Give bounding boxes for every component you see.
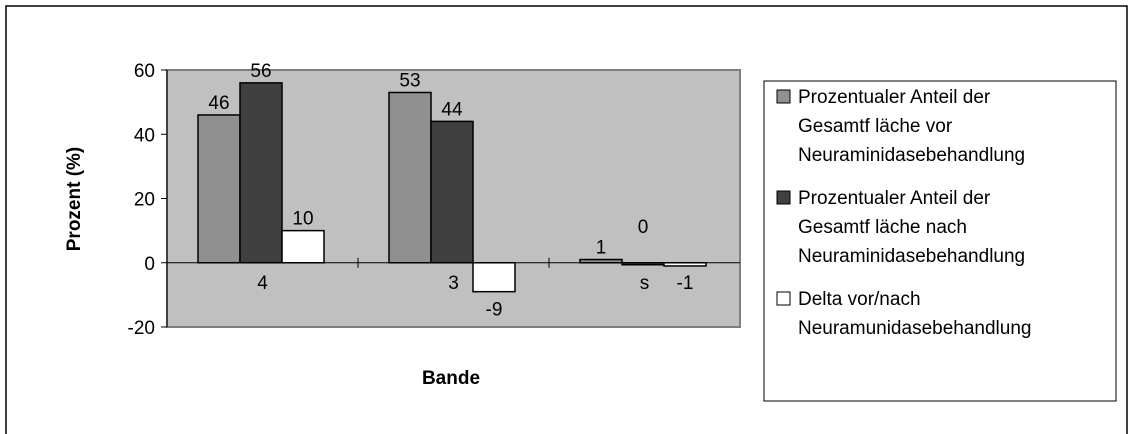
bar xyxy=(239,82,283,264)
data-label: -9 xyxy=(486,300,503,321)
data-labels: 46 53 1 56 44 0 10 -9 -1 xyxy=(208,61,693,321)
data-label: -1 xyxy=(677,273,694,294)
bar xyxy=(472,262,516,293)
data-label: 46 xyxy=(208,93,229,114)
legend-label: Delta vor/nach xyxy=(798,289,921,310)
x-axis-title: Bande xyxy=(422,368,480,389)
y-tick-label: 20 xyxy=(134,190,155,211)
y-axis: -20 0 20 40 60 xyxy=(128,61,168,339)
y-axis-title: Prozent (%) xyxy=(64,147,85,252)
data-label: 0 xyxy=(638,217,649,238)
bar xyxy=(388,91,432,264)
y-tick-label: -20 xyxy=(128,318,155,339)
legend-label: Gesamtf läche vor xyxy=(798,116,953,137)
data-label: 56 xyxy=(250,61,271,82)
data-label: 53 xyxy=(399,70,420,91)
legend-label: Prozentualer Anteil der xyxy=(798,188,991,209)
y-tick-label: 0 xyxy=(144,254,155,275)
bar xyxy=(621,262,665,266)
legend-label: Gesamtf läche nach xyxy=(798,217,967,238)
legend-swatch xyxy=(776,291,791,306)
x-tick-label: s xyxy=(640,273,650,294)
legend-swatch xyxy=(776,89,791,104)
legend-label: Neuraminidasebehandlung xyxy=(798,145,1025,166)
legend-swatch xyxy=(776,190,791,205)
bars xyxy=(197,82,707,293)
legend-label: Neuramunidasebehandlung xyxy=(798,318,1031,339)
legend xyxy=(763,80,1117,402)
legend-label: Prozentualer Anteil der xyxy=(798,87,991,108)
legend-entries: Prozentualer Anteil der Gesamtf läche vor… xyxy=(776,87,1031,339)
bar xyxy=(579,258,623,264)
y-tick-label: 60 xyxy=(134,61,155,82)
x-tick-label: 3 xyxy=(448,273,459,294)
x-tick-label: 4 xyxy=(257,273,268,294)
y-tick-label: 40 xyxy=(134,125,155,146)
legend-label: Neuraminidasebehandlung xyxy=(798,246,1025,267)
data-label: 1 xyxy=(596,238,607,259)
bar xyxy=(281,229,325,264)
data-label: 44 xyxy=(441,99,463,120)
bar xyxy=(663,262,707,267)
bar xyxy=(197,114,241,264)
bar xyxy=(430,120,474,264)
data-label: 10 xyxy=(292,209,313,230)
